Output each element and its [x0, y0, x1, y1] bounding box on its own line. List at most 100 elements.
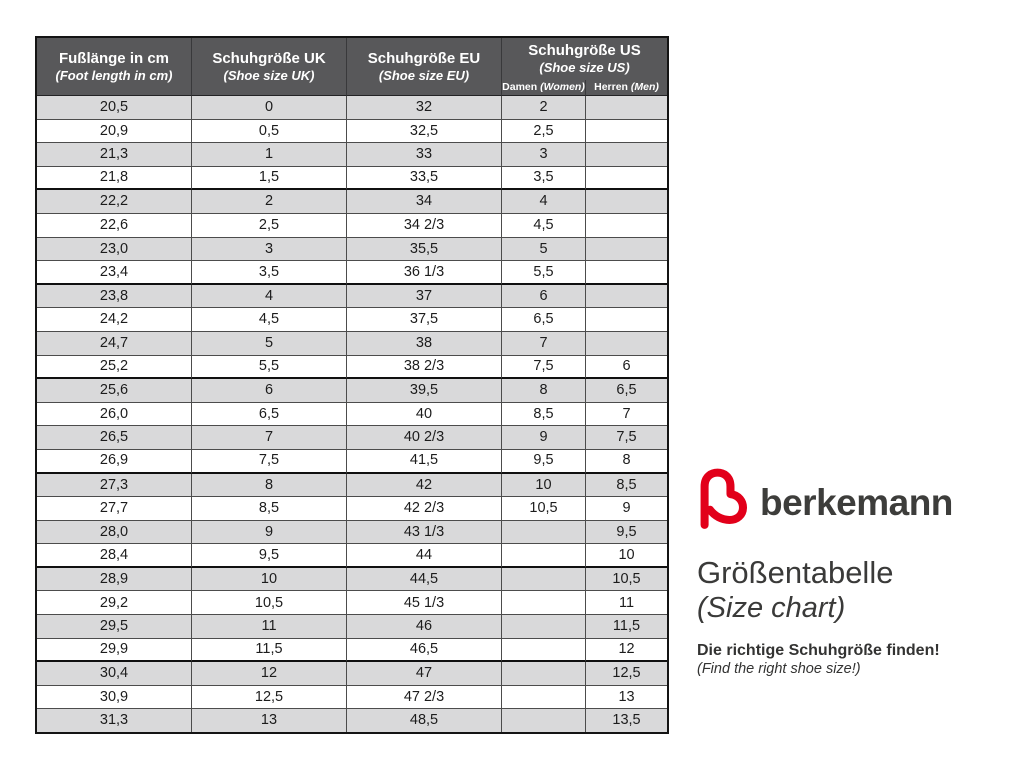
table-cell: 10 [192, 567, 347, 592]
table-cell: 5,5 [192, 355, 347, 380]
table-cell: 46 [347, 615, 502, 639]
table-row: 21,3 1 33 3 [37, 143, 668, 167]
brand-name: berkemann [760, 481, 953, 523]
table-header: Fußlänge in cm (Foot length in cm) Schuh… [37, 38, 668, 96]
header-eu-de: Schuhgröße EU [367, 49, 481, 67]
table-cell [586, 143, 668, 167]
table-cell: 22,6 [37, 213, 192, 238]
header-us-women-en: (Women) [540, 81, 585, 94]
table-row: 28,9 10 44,5 10,5 [37, 567, 668, 592]
table-cell [502, 685, 586, 710]
table-cell: 22,2 [37, 190, 192, 214]
table-cell: 42 2/3 [347, 497, 502, 521]
table-cell: 36 1/3 [347, 261, 502, 285]
table-cell: 7 [502, 331, 586, 356]
table-cell: 40 [347, 402, 502, 427]
table-cell: 5 [192, 331, 347, 356]
table-cell: 9,5 [586, 520, 668, 545]
table-row: 23,0 3 35,5 5 [37, 237, 668, 262]
table-cell [502, 709, 586, 733]
table-cell: 12,5 [586, 662, 668, 686]
table-cell: 8,5 [586, 473, 668, 498]
table-cell: 23,8 [37, 284, 192, 309]
table-cell: 12 [586, 638, 668, 663]
table-cell [586, 119, 668, 144]
table-row: 30,9 12,5 47 2/3 13 [37, 685, 668, 710]
table-cell: 39,5 [347, 379, 502, 403]
table-cell: 37 [347, 284, 502, 309]
table-cell: 21,8 [37, 166, 192, 191]
table-cell: 6 [502, 284, 586, 309]
table-cell: 28,9 [37, 567, 192, 592]
table-cell [502, 615, 586, 639]
table-row: 29,9 11,5 46,5 12 [37, 638, 668, 663]
page-title: Größentabelle [697, 555, 894, 590]
table-cell: 28,0 [37, 520, 192, 545]
table-cell: 24,7 [37, 331, 192, 356]
table-cell: 38 [347, 331, 502, 356]
table-cell: 7,5 [586, 426, 668, 450]
table-cell [502, 591, 586, 616]
table-cell: 25,2 [37, 355, 192, 380]
header-us-men-en: (Men) [630, 81, 659, 94]
header-us-de: Schuhgröße US [528, 42, 641, 60]
table-cell: 1 [192, 143, 347, 167]
header-row-main: Fußlänge in cm (Foot length in cm) Schuh… [37, 38, 668, 96]
table-cell: 8 [502, 379, 586, 403]
table-cell: 3 [502, 143, 586, 167]
table-cell: 6 [586, 355, 668, 380]
table-cell: 8,5 [502, 402, 586, 427]
table-cell: 27,3 [37, 473, 192, 498]
table-cell: 33 [347, 143, 502, 167]
table-row: 25,2 5,5 38 2/3 7,5 6 [37, 355, 668, 380]
table-cell: 23,0 [37, 237, 192, 262]
table-cell: 10,5 [192, 591, 347, 616]
tagline-en: (Find the right shoe size!) [697, 661, 861, 678]
table-cell: 8,5 [192, 497, 347, 521]
table-cell: 13,5 [586, 709, 668, 733]
header-foot-length-de: Fußlänge in cm [58, 49, 169, 67]
table-row: 23,8 4 37 6 [37, 284, 668, 309]
table-cell: 21,3 [37, 143, 192, 167]
table-cell: 23,4 [37, 261, 192, 285]
table-cell: 11 [586, 591, 668, 616]
table-cell: 10,5 [586, 567, 668, 592]
table-cell: 11,5 [192, 638, 347, 663]
table-cell: 26,5 [37, 426, 192, 450]
table-cell: 29,5 [37, 615, 192, 639]
table-cell: 7 [586, 402, 668, 427]
page-subtitle: (Size chart) [697, 591, 846, 624]
table-cell: 6,5 [586, 379, 668, 403]
table-cell: 2,5 [502, 119, 586, 144]
header-row-sub: Damen (Women) Herren (Men) [37, 80, 668, 96]
table-cell: 11,5 [586, 615, 668, 639]
table-cell: 6,5 [192, 402, 347, 427]
table-cell: 3,5 [502, 166, 586, 191]
table-cell: 3,5 [192, 261, 347, 285]
table-cell: 45 1/3 [347, 591, 502, 616]
header-us-women-de: Damen [502, 81, 538, 94]
table-cell [586, 284, 668, 309]
table-cell [586, 213, 668, 238]
table-cell [586, 261, 668, 285]
table-row: 21,8 1,5 33,5 3,5 [37, 166, 668, 191]
header-us: Schuhgröße US (Shoe size US) [502, 38, 668, 80]
table-row: 24,7 5 38 7 [37, 331, 668, 356]
table-cell: 42 [347, 473, 502, 498]
table-cell: 5 [502, 237, 586, 262]
table-row: 29,5 11 46 11,5 [37, 615, 668, 639]
table-cell: 48,5 [347, 709, 502, 733]
table-cell: 33,5 [347, 166, 502, 191]
table-row: 20,9 0,5 32,5 2,5 [37, 119, 668, 144]
header-us-men-de: Herren [594, 81, 628, 94]
table-cell: 3 [192, 237, 347, 262]
brand-lockup: berkemann [697, 467, 1007, 531]
header-eu-en: (Shoe size EU) [378, 67, 470, 83]
table-cell: 40 2/3 [347, 426, 502, 450]
table-cell [586, 237, 668, 262]
branding-panel: berkemann Größentabelle (Size chart) Die… [697, 467, 1007, 679]
table-cell: 1,5 [192, 166, 347, 191]
table-cell [586, 166, 668, 191]
table-cell: 30,4 [37, 662, 192, 686]
